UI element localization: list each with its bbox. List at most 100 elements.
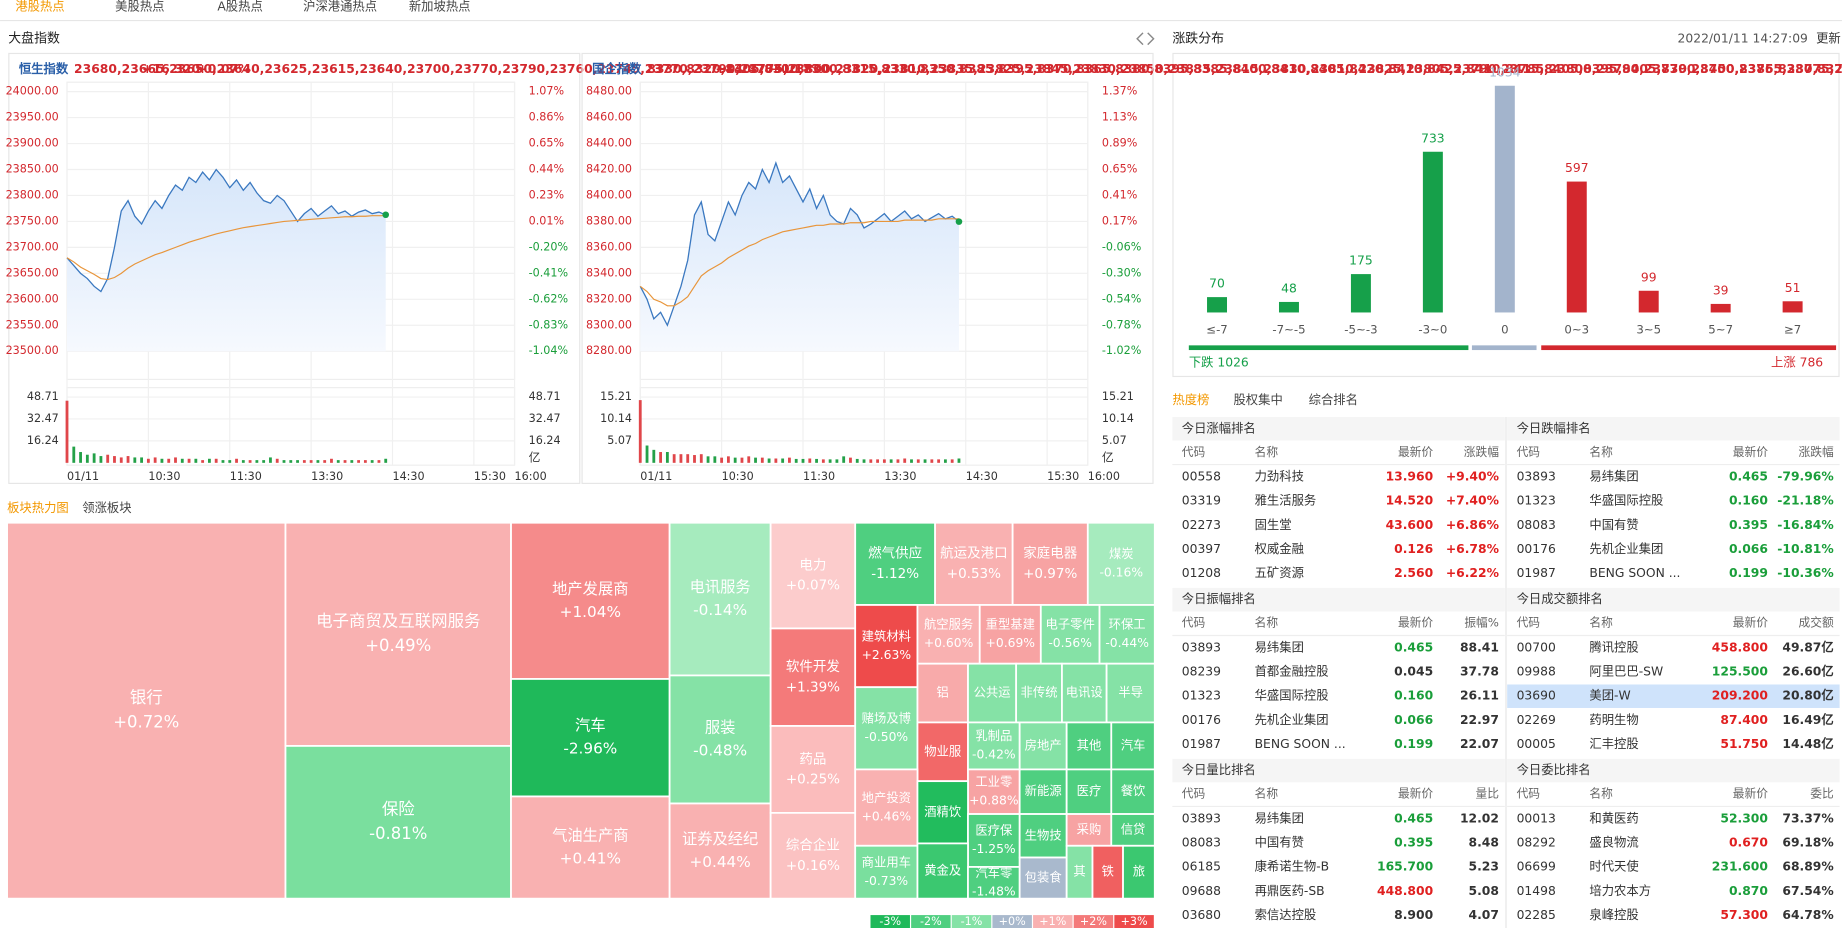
table-cell[interactable]: 首都金融控股 [1255, 664, 1329, 679]
heatmap-cell[interactable] [769, 521, 857, 630]
pager-arrows[interactable] [1136, 32, 1155, 46]
table-cell[interactable]: 力劲科技 [1255, 469, 1304, 483]
heatmap-cell[interactable] [1065, 768, 1113, 815]
table-cell[interactable]: 阿里巴巴-SW [1589, 665, 1663, 679]
heatmap-cell[interactable] [934, 521, 1014, 606]
heatmap-cell[interactable] [1110, 721, 1156, 771]
heatmap-cell[interactable] [284, 521, 512, 747]
heatmap-cell[interactable] [916, 780, 969, 845]
refresh-button[interactable]: 更新 [1816, 30, 1841, 45]
x-tick-label: 01/11 [640, 470, 672, 483]
table-cell[interactable]: 华盛国际控股 [1589, 493, 1663, 508]
table-header: 最新价 [1398, 616, 1433, 630]
heatmap-cell[interactable] [1086, 521, 1156, 606]
table-cell[interactable]: 雅生活服务 [1255, 493, 1317, 508]
heatmap-cell[interactable] [854, 844, 919, 900]
table-cell[interactable]: 先机企业集团 [1589, 541, 1663, 556]
ranking-tab[interactable]: 综合排名 [1309, 392, 1358, 407]
table-cell[interactable]: 美团-W [1589, 689, 1630, 703]
table-cell[interactable]: 五矿资源 [1255, 566, 1304, 580]
top-tab[interactable]: 美股热点 [115, 0, 164, 14]
table-cell[interactable]: 权威金融 [1255, 541, 1304, 556]
heatmap-cell[interactable] [916, 604, 981, 665]
heatmap-cell[interactable] [1065, 721, 1113, 771]
table-cell: 87.400 [1720, 713, 1768, 727]
table-cell[interactable]: 汇丰控股 [1589, 737, 1638, 751]
heatmap-cell[interactable] [1105, 662, 1156, 724]
heatmap-cell[interactable] [510, 678, 671, 798]
top-tab[interactable]: A股热点 [217, 0, 262, 14]
table-cell[interactable]: BENG SOON ... [1589, 566, 1680, 580]
table-cell[interactable]: 易纬集团 [1255, 810, 1304, 825]
heatmap-cell[interactable] [854, 604, 919, 689]
cell-name: 汽车零 [975, 865, 1012, 880]
table-cell: 2.560 [1394, 566, 1433, 580]
cell-name: 旅 [1133, 865, 1145, 879]
distribution-bar [1350, 274, 1371, 313]
table-cell[interactable]: 华盛国际控股 [1255, 688, 1329, 703]
table-header: 代码 [1182, 445, 1206, 459]
table-cell[interactable]: 先机企业集团 [1255, 712, 1329, 727]
table-cell[interactable]: 时代天使 [1589, 859, 1638, 874]
heatmap-cell[interactable] [1015, 662, 1063, 724]
cell-change: +0.49% [365, 636, 431, 655]
heatmap-cell[interactable] [668, 674, 772, 805]
table-cell[interactable]: 和黄医药 [1589, 811, 1638, 825]
table-cell[interactable]: BENG SOON ... [1255, 737, 1346, 751]
heatmap-cell[interactable] [769, 725, 857, 814]
table-title: 今日振幅排名 [1182, 591, 1256, 606]
table-cell[interactable]: 中国有赞 [1589, 517, 1638, 532]
table-cell[interactable]: 中国有赞 [1255, 834, 1304, 849]
average-line [639, 218, 959, 307]
top-tab[interactable]: 沪深港通热点 [303, 0, 377, 14]
table-cell[interactable]: 易纬集团 [1255, 639, 1304, 654]
legend-label: +3% [1121, 915, 1148, 928]
heatmap-cell[interactable] [668, 802, 772, 900]
heatmap-cell[interactable] [1098, 604, 1156, 665]
ranking-tab[interactable]: 热度榜 [1172, 392, 1209, 407]
heatmap-cell[interactable] [854, 686, 919, 771]
heatmap-cell[interactable] [854, 768, 919, 847]
table-cell[interactable]: 固生堂 [1255, 518, 1292, 532]
heatmap-cell[interactable] [967, 813, 1021, 868]
heatmap-cell[interactable] [1110, 768, 1156, 815]
table-cell[interactable]: 培力农本方 [1589, 883, 1651, 898]
heatmap-cell[interactable] [916, 721, 969, 783]
heatmap-cell[interactable] [769, 812, 857, 900]
volume-bar [214, 458, 218, 463]
table-cell[interactable]: 索信达控股 [1255, 908, 1317, 922]
volume-bar [665, 452, 669, 463]
table-cell: 8.900 [1394, 908, 1433, 922]
table-cell[interactable]: 药明生物 [1589, 713, 1638, 727]
top-tab[interactable]: 港股热点 [15, 0, 64, 14]
heatmap-cell[interactable] [6, 521, 287, 900]
table-cell[interactable]: 易纬集团 [1589, 468, 1638, 483]
table-header: 代码 [1517, 445, 1541, 459]
heatmap-cell[interactable] [1065, 844, 1094, 900]
heatmap-cell[interactable] [1122, 844, 1156, 900]
heatmap-tab[interactable]: 板块热力图 [7, 501, 69, 515]
heatmap-cell[interactable] [510, 795, 671, 900]
y-tick-label: 8380.00 [586, 214, 632, 227]
cell-name: 非传统 [1021, 685, 1058, 700]
table-cell[interactable]: 泉峰控股 [1589, 907, 1638, 922]
heatmap-cell[interactable] [769, 627, 857, 727]
table-cell[interactable]: 腾讯控股 [1589, 639, 1638, 654]
ranking-tab[interactable]: 股权集中 [1233, 392, 1282, 407]
heatmap-cell[interactable] [668, 521, 772, 677]
heatmap-cell[interactable] [978, 604, 1042, 665]
heatmap-tab[interactable]: 领涨板块 [82, 500, 131, 515]
legend-swatch [1073, 915, 1114, 928]
cell-change: +0.07% [786, 578, 840, 594]
heatmap-cell[interactable] [1110, 813, 1156, 847]
volume-bar [269, 457, 272, 463]
heatmap-cell[interactable] [284, 745, 512, 900]
top-tab[interactable]: 新加坡热点 [409, 0, 471, 14]
heatmap-cell[interactable] [1011, 521, 1089, 606]
heatmap-cell[interactable] [854, 521, 936, 606]
heatmap-cell[interactable] [510, 521, 671, 680]
table-cell[interactable]: 再鼎医药-SB [1255, 884, 1325, 898]
table-cell[interactable]: 盛良物流 [1589, 834, 1638, 849]
heatmap-cell[interactable] [1039, 604, 1101, 665]
table-cell[interactable]: 康希诺生物-B [1255, 859, 1330, 874]
